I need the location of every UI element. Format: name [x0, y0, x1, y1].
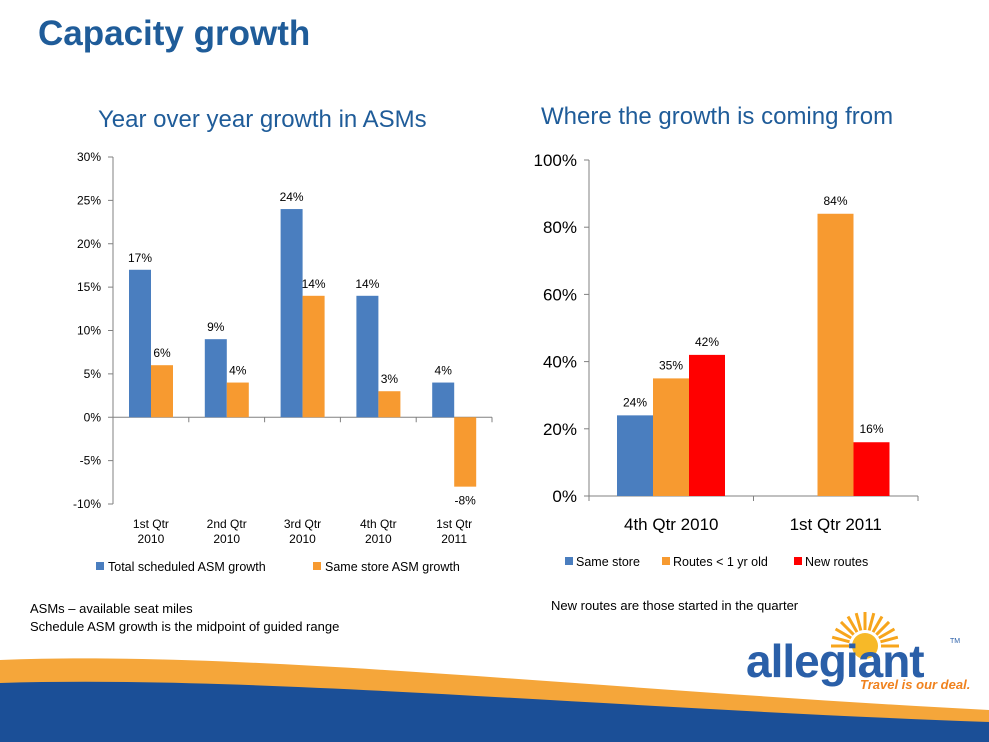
bar-same-store: [617, 415, 653, 496]
x-category-label: 4th Qtr: [360, 517, 397, 531]
y-tick-label: 10%: [77, 324, 101, 338]
sun-disc: [852, 633, 878, 659]
legend-label: Same store ASM growth: [325, 560, 460, 574]
bar-routes-under-1yr: [653, 378, 689, 496]
page-title: Capacity growth: [38, 14, 311, 53]
y-tick-label: 80%: [543, 218, 577, 237]
bar-data-label: 24%: [623, 395, 647, 409]
bar-data-label: 4%: [435, 364, 453, 378]
sun-ray: [867, 612, 876, 631]
bar-data-label: 6%: [153, 346, 171, 360]
logo-wordmark: allegiant: [746, 635, 925, 687]
bar-total-scheduled: [129, 269, 151, 418]
x-category-label: 1st Qtr: [436, 517, 472, 531]
x-category-label: 2010: [289, 532, 316, 546]
bar-data-label: 16%: [859, 422, 883, 436]
bar-data-label: 4%: [229, 364, 247, 378]
x-category-label: 1st Qtr 2011: [790, 515, 882, 534]
y-tick-label: 60%: [543, 285, 577, 304]
legend-swatch: [96, 562, 104, 570]
bar-data-label: 3%: [381, 372, 399, 386]
x-category-label: 1st Qtr: [133, 517, 169, 531]
bar-data-label: 14%: [355, 277, 379, 291]
x-category-label: 4th Qtr 2010: [624, 515, 719, 534]
y-tick-label: 30%: [77, 150, 101, 164]
y-tick-label: 40%: [543, 353, 577, 372]
x-category-label: 2010: [213, 532, 240, 546]
y-tick-label: 0%: [84, 410, 102, 424]
legend-swatch: [565, 557, 573, 565]
chart-title-asm-growth: Year over year growth in ASMs: [98, 106, 427, 133]
swoosh-blue-band: [0, 681, 989, 742]
bar-new-routes: [689, 354, 725, 496]
bar-data-label: 9%: [207, 320, 225, 334]
x-category-label: 2nd Qtr: [207, 517, 247, 531]
sun-ray: [839, 620, 855, 636]
note-schedule-midpoint: Schedule ASM growth is the midpoint of g…: [30, 619, 340, 634]
y-tick-label: 20%: [543, 420, 577, 439]
bar-same-store: [226, 382, 249, 418]
sun-ray: [846, 615, 859, 633]
bar-data-label: 24%: [280, 190, 304, 204]
bar-same-store: [151, 365, 173, 418]
legend-swatch: [794, 557, 802, 565]
bar-data-label: 14%: [302, 277, 326, 291]
sun-icon: [831, 612, 899, 659]
x-category-label: 3rd Qtr: [284, 517, 321, 531]
allegiant-logo: allegiant TM Travel is our deal.: [740, 608, 980, 698]
y-tick-label: -10%: [73, 497, 101, 511]
bar-data-label: 42%: [695, 335, 719, 349]
sun-ray: [831, 635, 850, 644]
bar-data-label: 84%: [823, 194, 847, 208]
y-tick-label: 25%: [77, 193, 101, 207]
sun-ray: [875, 620, 891, 636]
y-tick-label: 0%: [552, 487, 577, 506]
bar-data-label: -8%: [455, 494, 477, 508]
bar-total-scheduled: [280, 209, 303, 418]
bar-new-routes: [853, 442, 890, 496]
sun-ray: [880, 635, 899, 644]
y-tick-label: 100%: [534, 151, 577, 170]
note-asm-definition: ASMs – available seat miles: [30, 601, 193, 616]
legend-swatch: [662, 557, 670, 565]
bar-total-scheduled: [432, 382, 455, 418]
y-tick-label: 15%: [77, 280, 101, 294]
legend-label: Routes < 1 yr old: [673, 555, 768, 569]
sun-ray: [854, 612, 863, 631]
legend-label: Total scheduled ASM growth: [108, 560, 266, 574]
y-tick-label: 20%: [77, 237, 101, 251]
bar-routes-under-1yr: [817, 213, 854, 496]
y-tick-label: -5%: [80, 454, 102, 468]
legend-label: New routes: [805, 555, 868, 569]
bar-same-store: [454, 417, 477, 487]
bar-total-scheduled: [356, 295, 379, 418]
chart-title-growth-source: Where the growth is coming from: [541, 103, 894, 130]
bar-same-store: [302, 295, 325, 418]
legend-swatch: [313, 562, 321, 570]
bar-data-label: 17%: [128, 251, 152, 265]
sun-ray: [834, 627, 852, 640]
x-category-label: 2010: [138, 532, 165, 546]
x-category-label: 2011: [441, 532, 467, 546]
x-category-label: 2010: [365, 532, 392, 546]
bar-same-store: [378, 391, 401, 418]
note-new-routes: New routes are those started in the quar…: [551, 598, 799, 613]
bar-data-label: 35%: [659, 358, 683, 372]
bar-total-scheduled: [204, 339, 227, 418]
sun-ray: [878, 627, 896, 640]
y-tick-label: 5%: [84, 367, 102, 381]
logo-trademark: TM: [950, 638, 961, 645]
legend-label: Same store: [576, 555, 640, 569]
logo-tagline: Travel is our deal.: [860, 677, 971, 692]
sun-ray: [871, 615, 884, 633]
